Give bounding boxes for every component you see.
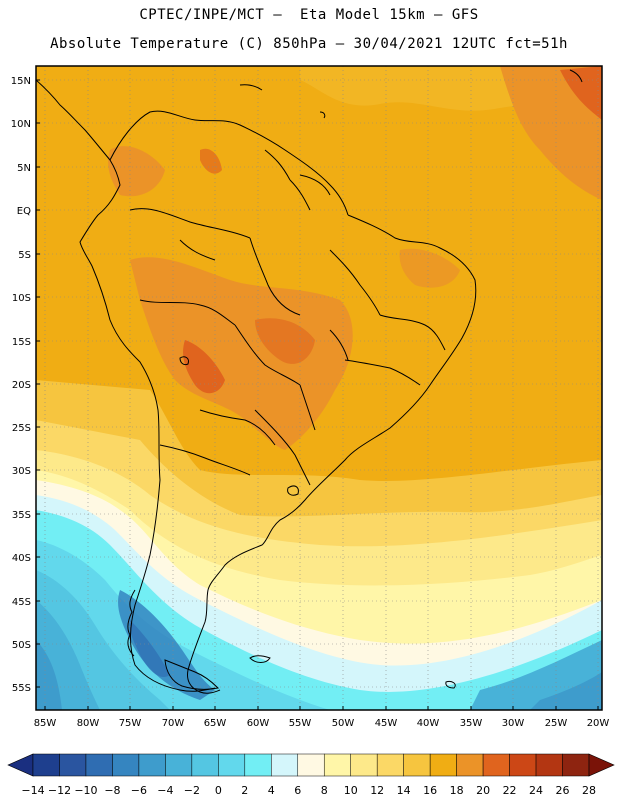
lon-label: 75W	[119, 718, 142, 729]
colorbar-label: −10	[74, 784, 97, 797]
temperature-field	[36, 66, 602, 710]
colorbar-label: −12	[48, 784, 71, 797]
colorbar-label: 10	[344, 784, 358, 797]
lat-label: 15N	[11, 76, 31, 87]
colorbar-cell	[218, 753, 246, 777]
lon-label: 35W	[460, 718, 483, 729]
colorbar-cell	[59, 753, 87, 777]
colorbar-cell	[323, 753, 351, 777]
lon-label: 40W	[417, 718, 440, 729]
lon-label: 70W	[162, 718, 185, 729]
colorbar-cell	[165, 753, 193, 777]
latitude-labels: 15N 10N 5N EQ 5S 10S 15S 20S 25S 30S 35S…	[11, 76, 31, 694]
lon-label: 60W	[247, 718, 270, 729]
title-line-1: CPTEC/INPE/MCT – Eta Model 15km – GFS	[139, 7, 479, 23]
lat-label: 15S	[12, 337, 31, 348]
colorbar-cell	[429, 753, 457, 777]
colorbar-cell	[112, 753, 140, 777]
colorbar-cell	[297, 753, 325, 777]
colorbar: −14 −12 −10 −8 −6 −4 −2 0 2 4 6 8 10 12 14 16 18 20 22 24 26…	[7, 753, 615, 797]
lat-label: 50S	[12, 640, 31, 651]
colorbar-label: −6	[131, 784, 147, 797]
lat-label: 10S	[12, 293, 31, 304]
lat-label: 40S	[12, 553, 31, 564]
colorbar-cell	[32, 753, 60, 777]
longitude-labels: 85W 80W 75W 70W 65W 60W 55W 50W 45W 40W …	[34, 718, 610, 729]
lat-label: 30S	[12, 466, 31, 477]
colorbar-label: 8	[321, 784, 328, 797]
colorbar-label: 24	[529, 784, 543, 797]
colorbar-right-arrow	[588, 753, 615, 777]
colorbar-cell	[403, 753, 431, 777]
lon-label: 45W	[375, 718, 398, 729]
colorbar-label: 6	[294, 784, 301, 797]
lon-label: 65W	[204, 718, 227, 729]
lat-label: 20S	[12, 380, 31, 391]
colorbar-cell	[244, 753, 272, 777]
title-line-2: Absolute Temperature (C) 850hPa – 30/04/…	[50, 36, 568, 52]
colorbar-label: 26	[556, 784, 570, 797]
lon-label: 20W	[587, 718, 610, 729]
lon-label: 30W	[502, 718, 525, 729]
colorbar-label: 28	[582, 784, 596, 797]
lon-label: 50W	[332, 718, 355, 729]
colorbar-cell	[535, 753, 563, 777]
colorbar-cell	[562, 753, 590, 777]
colorbar-cell	[482, 753, 510, 777]
colorbar-cell	[509, 753, 537, 777]
colorbar-cell	[85, 753, 113, 777]
colorbar-cell	[138, 753, 166, 777]
lon-label: 25W	[545, 718, 568, 729]
colorbar-label: 18	[450, 784, 464, 797]
colorbar-cell	[456, 753, 484, 777]
colorbar-label: 22	[503, 784, 517, 797]
colorbar-label: 4	[268, 784, 275, 797]
colorbar-label: 12	[370, 784, 384, 797]
colorbar-label: −2	[184, 784, 200, 797]
map-frame	[35, 65, 603, 711]
colorbar-cell	[350, 753, 378, 777]
colorbar-cell	[191, 753, 219, 777]
lat-label: 10N	[11, 119, 31, 130]
lat-label: 35S	[12, 510, 31, 521]
lat-label: 55S	[12, 683, 31, 694]
lat-label: 45S	[12, 597, 31, 608]
colorbar-label: 2	[241, 784, 248, 797]
colorbar-cell	[271, 753, 299, 777]
lon-label: 85W	[34, 718, 57, 729]
colorbar-cell	[376, 753, 404, 777]
lat-label: EQ	[17, 206, 31, 217]
colorbar-label: −8	[104, 784, 120, 797]
colorbar-left-arrow	[7, 753, 34, 777]
coastline	[36, 69, 583, 694]
lat-label: 25S	[12, 423, 31, 434]
colorbar-label: 16	[423, 784, 437, 797]
colorbar-label: −14	[21, 784, 44, 797]
colorbar-label: −4	[157, 784, 173, 797]
lon-label: 80W	[77, 718, 100, 729]
lat-label: 5S	[18, 250, 31, 261]
colorbar-label: 14	[397, 784, 411, 797]
lat-label: 5N	[17, 163, 31, 174]
colorbar-label: 20	[476, 784, 490, 797]
lon-label: 55W	[289, 718, 312, 729]
colorbar-label: 0	[215, 784, 222, 797]
